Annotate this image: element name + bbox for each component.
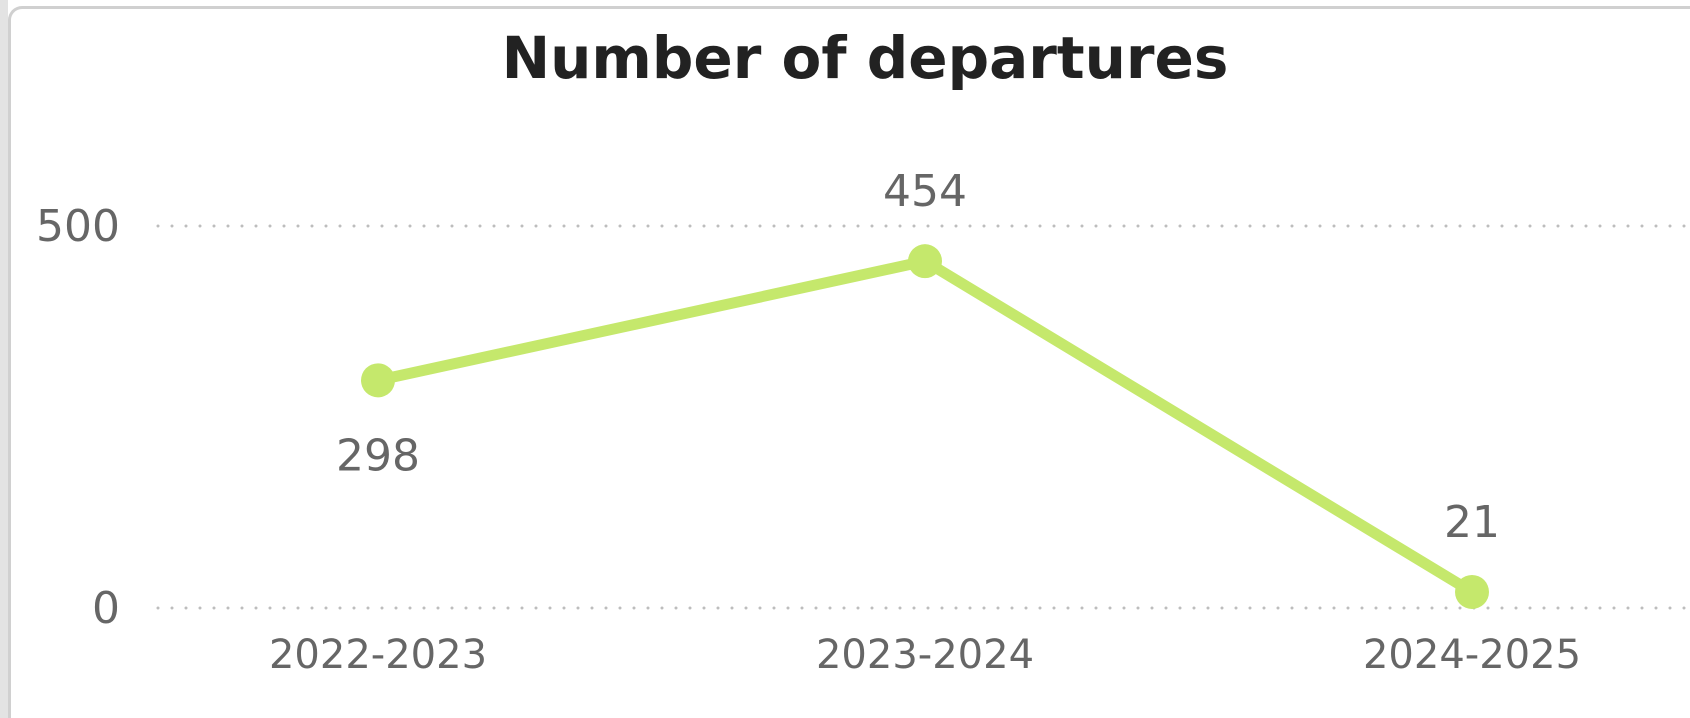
data-label: 298 [336,430,420,481]
y-tick-label: 0 [92,583,120,634]
data-label: 21 [1444,497,1500,548]
x-tick-label: 2024-2025 [1363,632,1581,678]
data-point [361,363,395,398]
y-tick-label: 500 [36,201,120,252]
series-group [361,244,1489,609]
gridlines [156,224,1690,610]
window-edge [0,0,8,718]
x-axis: 2022-2023 2023-2024 2024-2025 [269,632,1581,678]
data-labels: 298 454 21 [336,166,1500,548]
data-point [1455,574,1489,609]
data-point [908,244,942,279]
data-label: 454 [883,166,967,217]
chart-card [8,6,1690,718]
chart-title: Number of departures [502,24,1229,92]
x-tick-label: 2023-2024 [816,632,1034,678]
y-axis: 0 500 [36,201,120,634]
x-tick-label: 2022-2023 [269,632,487,678]
series-line [372,255,1478,598]
